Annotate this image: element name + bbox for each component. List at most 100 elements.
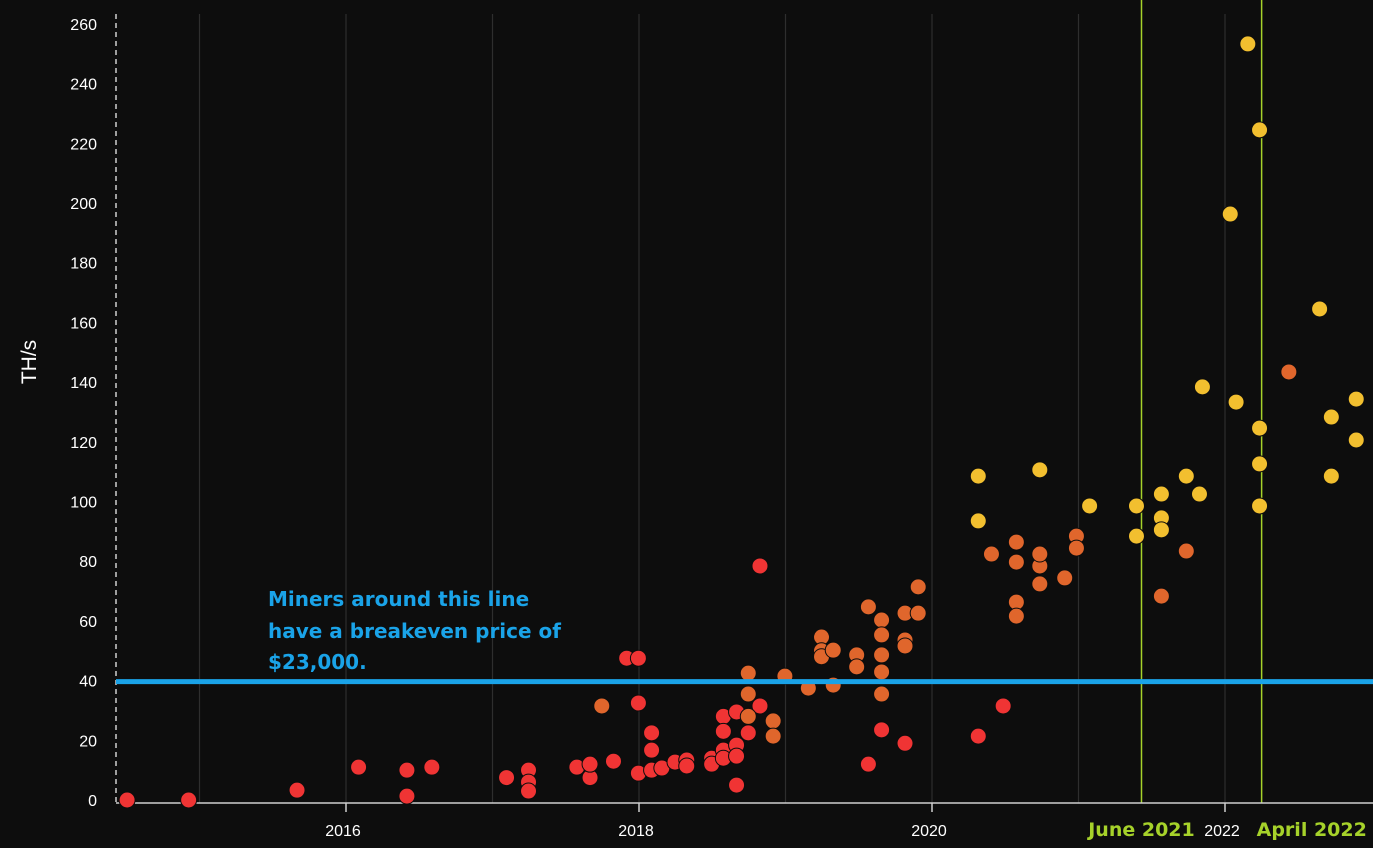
y-axis-label: TH/s (18, 340, 41, 384)
data-point-red (581, 755, 599, 773)
data-point-red (643, 741, 661, 759)
data-point-yellow (1311, 300, 1329, 318)
data-point-orange (1007, 607, 1025, 625)
data-point-orange (764, 712, 782, 730)
data-point-red (288, 781, 306, 799)
data-point-yellow (1127, 527, 1145, 545)
data-point-red (604, 752, 622, 770)
data-point-red (629, 649, 647, 667)
event-lines: June 2021 April 2022 (1086, 0, 1367, 841)
data-point-red (896, 734, 914, 752)
data-point-orange (1152, 587, 1170, 605)
annotation-line-2: have a breakeven price of (268, 619, 561, 643)
x-tick-label: 2022 (1204, 823, 1240, 840)
gridlines (198, 14, 1226, 803)
data-point-yellow (1239, 35, 1257, 53)
data-point-orange (1280, 363, 1298, 381)
data-point-red (678, 757, 696, 775)
data-point-yellow (1227, 393, 1245, 411)
y-tick-label: 20 (79, 733, 97, 750)
data-point-red (398, 787, 416, 805)
data-point-yellow (1322, 467, 1340, 485)
data-point-orange (1177, 542, 1195, 560)
x-tick-label: 2018 (618, 823, 654, 840)
data-point-orange (896, 637, 914, 655)
data-point-yellow (969, 512, 987, 530)
y-tick-label: 80 (79, 554, 97, 571)
y-tick-label: 100 (70, 495, 97, 512)
data-point-orange (873, 685, 891, 703)
data-point-red (350, 758, 368, 776)
data-point-red (751, 697, 769, 715)
data-point-yellow (1081, 497, 1099, 515)
data-point-yellow (1251, 497, 1269, 515)
data-point-yellow (1347, 390, 1365, 408)
data-point-orange (1067, 539, 1085, 557)
data-point-red (739, 724, 757, 742)
y-tick-labels: 0 20 40 60 80 100 120 140 160 180 200 220 240 260 (70, 17, 97, 810)
data-point-yellow (1221, 205, 1239, 223)
data-point-yellow (1177, 467, 1195, 485)
data-point-red (728, 776, 746, 794)
y-tick-label: 140 (70, 375, 97, 392)
x-tick-label: 2020 (911, 823, 947, 840)
data-point-red (751, 557, 769, 575)
y-tick-label: 260 (70, 17, 97, 34)
data-points (118, 35, 1365, 809)
data-point-red (728, 747, 746, 765)
data-point-orange (739, 664, 757, 682)
data-point-orange (1056, 569, 1074, 587)
data-point-orange (848, 658, 866, 676)
y-tick-label: 200 (70, 196, 97, 213)
data-point-orange (873, 611, 891, 629)
y-tick-label: 220 (70, 136, 97, 153)
data-point-yellow (1251, 419, 1269, 437)
data-point-red (643, 724, 661, 742)
annotation-line-3: $23,000. (268, 650, 367, 674)
y-tick-label: 0 (88, 793, 97, 810)
data-point-red (398, 761, 416, 779)
data-point-orange (873, 626, 891, 644)
x-tick-labels: 2016 2018 2020 2022 (325, 803, 1240, 840)
y-tick-label: 60 (79, 614, 97, 631)
data-point-red (629, 694, 647, 712)
y-tick-label: 120 (70, 435, 97, 452)
data-point-orange (1007, 533, 1025, 551)
data-point-orange (873, 663, 891, 681)
data-point-yellow (1251, 455, 1269, 473)
data-point-red (859, 755, 877, 773)
y-tick-label: 240 (70, 77, 97, 94)
data-point-orange (824, 641, 842, 659)
x-tick-label: 2016 (325, 823, 361, 840)
data-point-orange (982, 545, 1000, 563)
data-point-red (873, 721, 891, 739)
data-point-orange (873, 646, 891, 664)
data-point-orange (909, 578, 927, 596)
data-point-orange (1031, 575, 1049, 593)
data-point-red (520, 782, 538, 800)
data-point-red (714, 722, 732, 740)
data-point-yellow (1193, 378, 1211, 396)
data-point-yellow (1127, 497, 1145, 515)
data-point-yellow (969, 467, 987, 485)
data-point-orange (909, 604, 927, 622)
data-point-yellow (1031, 461, 1049, 479)
event-label-1: April 2022 (1257, 819, 1367, 841)
data-point-orange (1031, 545, 1049, 563)
data-point-red (423, 758, 441, 776)
data-point-yellow (1152, 521, 1170, 539)
data-point-orange (593, 697, 611, 715)
y-tick-label: 160 (70, 315, 97, 332)
data-point-red (180, 791, 198, 809)
data-point-yellow (1322, 408, 1340, 426)
data-point-orange (1007, 553, 1025, 571)
data-point-red (969, 727, 987, 745)
annotation-line-1: Miners around this line (268, 587, 529, 611)
data-point-red (118, 791, 136, 809)
data-point-yellow (1152, 485, 1170, 503)
data-point-orange (859, 598, 877, 616)
data-point-orange (739, 685, 757, 703)
data-point-yellow (1190, 485, 1208, 503)
